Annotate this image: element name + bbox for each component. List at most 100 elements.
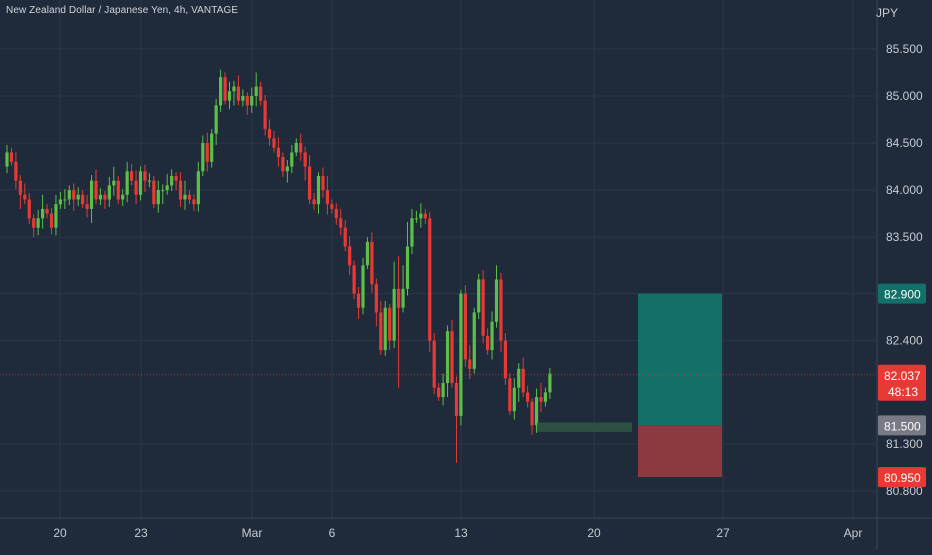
x-tick-label: Apr — [844, 526, 863, 540]
candle-body — [196, 171, 200, 205]
candle-body — [72, 190, 76, 200]
candle-body — [334, 208, 338, 219]
candle-body — [41, 208, 45, 219]
candle-body — [414, 218, 418, 220]
candle-body — [356, 293, 361, 308]
candle-body — [89, 180, 94, 209]
candle-body — [432, 340, 436, 388]
candle-body — [76, 194, 80, 200]
entry-tag: 81.500 — [884, 419, 921, 433]
support-zone — [537, 422, 632, 432]
candle-body — [294, 143, 298, 153]
y-tick-label: 80.800 — [886, 484, 923, 498]
last-price-tag: 82.037 — [884, 369, 921, 383]
candle-body — [392, 288, 396, 341]
x-tick-label: 20 — [53, 526, 67, 540]
y-tick-label: 82.400 — [886, 334, 923, 348]
stop-loss-tag-bg — [878, 467, 926, 488]
candle-body — [477, 279, 481, 313]
x-tick-label: 6 — [329, 526, 336, 540]
candle-body — [397, 288, 401, 308]
y-tick-label: 85.000 — [886, 89, 923, 103]
candle-body — [107, 185, 111, 200]
candle-body — [192, 199, 196, 205]
candle-body — [232, 86, 236, 92]
candle-body — [321, 175, 325, 191]
candle-body — [308, 166, 312, 200]
candle-body — [508, 378, 512, 412]
candle-body — [259, 86, 263, 101]
candle-body — [263, 100, 267, 129]
candle-body — [379, 312, 383, 351]
candle-body — [517, 368, 521, 388]
candle-body — [486, 335, 490, 351]
candle-body — [312, 199, 316, 205]
take-profit-tag-bg — [878, 283, 926, 304]
candle-body — [503, 340, 507, 379]
candle-body — [187, 194, 192, 200]
candle-body — [103, 194, 107, 200]
candle-body — [490, 321, 494, 351]
x-tick-label: 20 — [587, 526, 601, 540]
y-tick-label: 83.500 — [886, 230, 923, 244]
candle-body — [512, 387, 516, 412]
candle-body — [23, 194, 27, 200]
y-tick-label: 84.000 — [886, 183, 923, 197]
candle-body — [147, 180, 151, 182]
candle-body — [14, 161, 18, 181]
y-tick-label: 85.500 — [886, 42, 923, 56]
candle-body — [383, 307, 387, 351]
x-tick-label: 23 — [134, 526, 148, 540]
candle-body — [454, 382, 459, 416]
candle-body — [161, 190, 165, 192]
candle-body — [539, 397, 543, 402]
candle-body — [330, 204, 334, 209]
x-tick-label: Mar — [242, 526, 263, 540]
candle-body — [112, 180, 116, 186]
candle-body — [494, 279, 499, 322]
candle-body — [210, 133, 214, 162]
y-tick-label: 81.300 — [886, 437, 923, 451]
symbol-title: New Zealand Dollar / Japanese Yen, 4h, V… — [6, 5, 239, 16]
take-profit-zone — [638, 293, 722, 426]
candle-body — [521, 368, 525, 393]
candle-body — [98, 194, 103, 200]
candle-body — [530, 401, 534, 426]
candle-body — [227, 91, 232, 101]
candle-body — [236, 86, 240, 101]
take-profit-tag: 82.900 — [884, 288, 921, 302]
candle-body — [423, 213, 427, 219]
candle-body — [241, 95, 245, 101]
candle-body — [450, 331, 454, 383]
entry-tag-bg — [878, 415, 926, 436]
candle-body — [116, 180, 120, 200]
candle-body — [272, 138, 276, 148]
currency-label: JPY — [875, 6, 898, 20]
candle-body — [339, 218, 343, 228]
candle-body — [85, 204, 89, 209]
candle-body — [370, 241, 374, 285]
candle-body — [543, 392, 548, 402]
y-tick-label: 84.500 — [886, 136, 923, 150]
candle-body — [223, 77, 227, 101]
candle-body — [325, 190, 329, 205]
candle-body — [94, 180, 98, 200]
last-price-tag-bg — [878, 364, 926, 401]
candle-body — [201, 143, 205, 172]
candle-body — [45, 208, 49, 214]
candle-body — [152, 180, 156, 205]
candle-body — [81, 194, 85, 205]
candle-body — [214, 105, 218, 134]
candle-body — [165, 185, 169, 191]
candle-body — [143, 171, 147, 181]
candle-body — [67, 190, 71, 200]
candle-body — [254, 86, 258, 96]
candle-body — [250, 95, 254, 106]
candle-body — [174, 175, 178, 181]
candle-body — [183, 194, 187, 200]
candle-body — [472, 312, 476, 369]
candle-body — [5, 152, 9, 167]
candle-body — [348, 246, 352, 266]
